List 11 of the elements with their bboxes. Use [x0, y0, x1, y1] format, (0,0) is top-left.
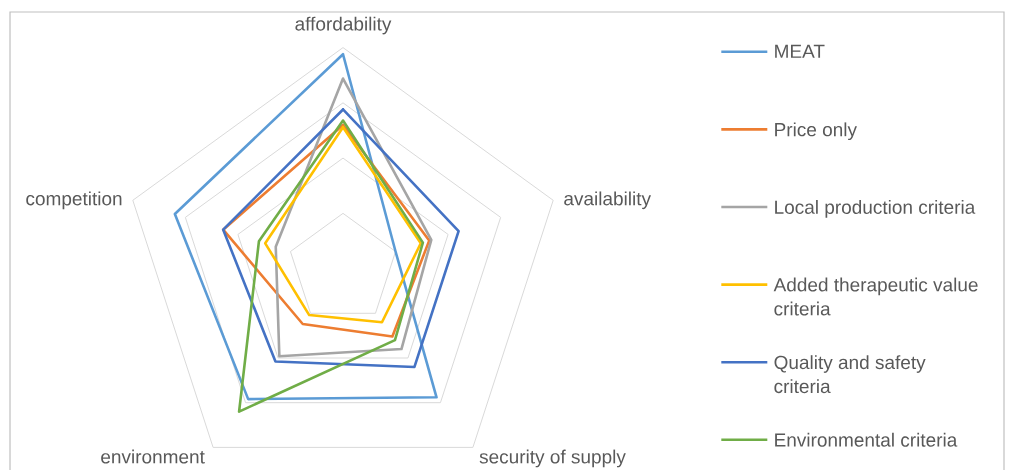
legend-label: Price only: [775, 122, 857, 141]
spoke-label: environment: [101, 449, 205, 464]
legend-label: MEAT: [775, 44, 825, 59]
spoke-label: availability: [564, 191, 651, 210]
legend-label: Added therapeutic value criteria: [773, 277, 978, 316]
legend-label: Environmental criteria: [775, 432, 958, 447]
spoke-label: affordability: [295, 16, 392, 35]
spoke-label: competition: [26, 191, 122, 210]
legend-label: Local production criteria: [775, 200, 976, 218]
spoke-label: security of supply: [479, 449, 626, 468]
legend-label: Quality and safety criteria: [774, 355, 926, 394]
